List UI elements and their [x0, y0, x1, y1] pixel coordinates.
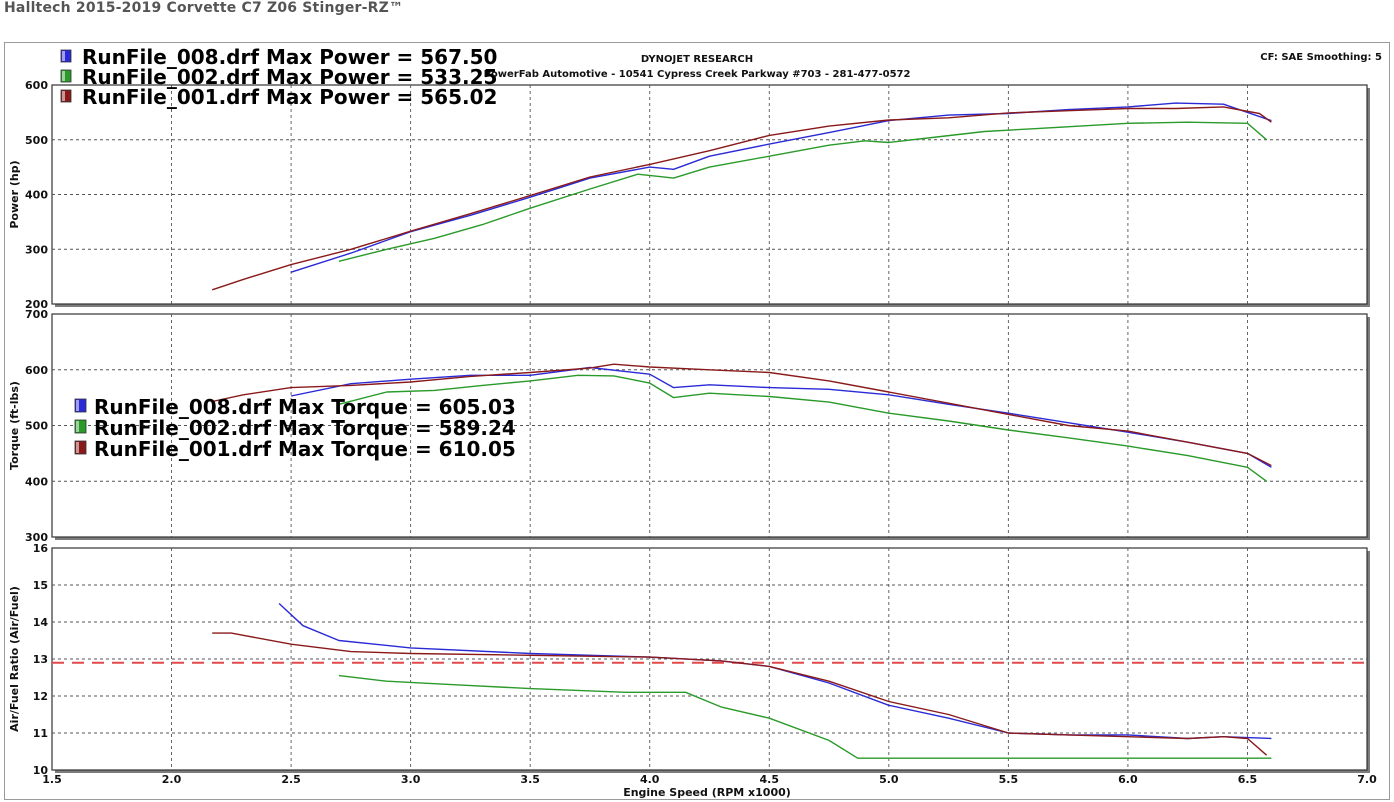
power-y-tick-label: 400: [25, 189, 48, 202]
torque-legend-swatch-shine: [76, 400, 79, 411]
afr-y-tick-label: 10: [33, 764, 49, 777]
torque-plot-area: [51, 313, 1368, 538]
x-tick-label: 5.5: [999, 773, 1019, 786]
power-legend-swatch-run001: [60, 89, 72, 103]
x-tick-label: 2.0: [162, 773, 182, 786]
chart-panels: 200 300 400 500 600 Power (hp) RunFile_008.drf…: [8, 45, 1370, 777]
torque-legend-entry-run001: RunFile_001.drf Max Torque = 610.05: [94, 437, 516, 461]
x-tick-label: 7.0: [1357, 773, 1377, 786]
power-legend-swatch-run008: [60, 49, 72, 63]
x-tick-label: 3.5: [520, 773, 540, 786]
torque-series-run008: [290, 366, 1272, 468]
afr-y-axis-label: Air/Fuel Ratio (Air/Fuel): [8, 586, 21, 732]
torque-legend-entry-run008: RunFile_008.drf Max Torque = 605.03: [94, 395, 516, 419]
power-y-tick-label: 600: [25, 79, 48, 92]
page-title: Halltech 2015-2019 Corvette C7 Z06 Sting…: [4, 0, 404, 16]
torque-legend-entry-run002: RunFile_002.drf Max Torque = 589.24: [94, 416, 516, 440]
power-legend-swatch-shine: [62, 51, 65, 61]
power-legend-entry-run002: RunFile_002.drf Max Power = 533.25: [82, 65, 497, 89]
torque-y-tick-label: 400: [25, 475, 48, 488]
power-y-tick-label: 300: [25, 243, 48, 256]
afr-series-run002: [338, 674, 1272, 759]
afr-plot-area: [51, 547, 1368, 771]
afr-y-tick-label: 13: [33, 653, 48, 666]
torque-y-tick-label: 700: [25, 308, 48, 321]
x-tick-label: 5.0: [879, 773, 899, 786]
power-y-tick-label: 500: [25, 134, 48, 147]
power-y-tick-label: 200: [25, 298, 48, 311]
afr-y-tick-label: 12: [33, 690, 48, 703]
afr-y-tick-label: 16: [33, 542, 49, 555]
x-tick-label: 3.0: [401, 773, 421, 786]
x-tick-label: 6.0: [1118, 773, 1138, 786]
x-axis-label: Engine Speed (RPM x1000): [623, 786, 791, 799]
torque-y-axis-label: Torque (ft-lbs): [8, 381, 21, 470]
afr-y-tick-label: 15: [33, 579, 48, 592]
power-legend-entry-run008: RunFile_008.drf Max Power = 567.50: [82, 45, 497, 69]
chart-correction-info: CF: SAE Smoothing: 5: [1260, 52, 1382, 63]
power-legend-swatch-shine: [62, 71, 65, 81]
power-legend-swatch-shine: [62, 91, 65, 101]
torque-y-tick-label: 500: [25, 420, 48, 433]
torque-legend-swatch-shine: [76, 421, 79, 432]
torque-series-run002: [338, 374, 1268, 482]
power-legend-entry-run001: RunFile_001.drf Max Power = 565.02: [82, 85, 497, 109]
torque-legend-swatch-run001: [74, 440, 87, 455]
power-y-axis-label: Power (hp): [8, 160, 21, 228]
x-axis: 1.5 2.0 2.5 3.0 3.5 4.0 4.5 5.0 5.5 6.0 6.5 7.0: [42, 773, 1377, 786]
x-tick-label: 6.5: [1238, 773, 1258, 786]
chart-header-subtitle: PowerFab Automotive - 10541 Cypress Cree…: [484, 69, 911, 80]
x-tick-label: 4.0: [640, 773, 660, 786]
power-series-run002: [338, 121, 1268, 262]
torque-legend-swatch-run008: [74, 398, 87, 413]
torque-y-tick-label: 300: [25, 531, 48, 544]
power-series-run001: [211, 106, 1272, 291]
afr-panel: 10 11 12 13 14 15 16 Air/Fuel Ratio (Air/Fuel): [8, 542, 1370, 777]
power-panel: 200 300 400 500 600 Power (hp) RunFile_008.drf…: [8, 45, 1370, 311]
afr-y-tick-label: 11: [33, 727, 48, 740]
power-series-run008: [290, 102, 1272, 273]
power-legend-swatch-run002: [60, 69, 72, 83]
torque-y-tick-label: 600: [25, 364, 48, 377]
afr-y-tick-label: 14: [33, 616, 49, 629]
x-tick-label: 4.5: [760, 773, 780, 786]
torque-legend-swatch-run002: [74, 419, 87, 434]
chart-header-title: DYNOJET RESEARCH: [641, 54, 753, 65]
torque-legend-swatch-shine: [76, 442, 79, 453]
torque-series-run001: [212, 363, 1272, 467]
torque-panel: 300 400 500 600 700 Torque (ft-lbs) RunFile_00…: [8, 308, 1370, 544]
x-tick-label: 2.5: [281, 773, 301, 786]
x-tick-label: 1.5: [42, 773, 62, 786]
afr-series-run008: [278, 602, 1272, 740]
afr-series-run001: [212, 632, 1268, 756]
